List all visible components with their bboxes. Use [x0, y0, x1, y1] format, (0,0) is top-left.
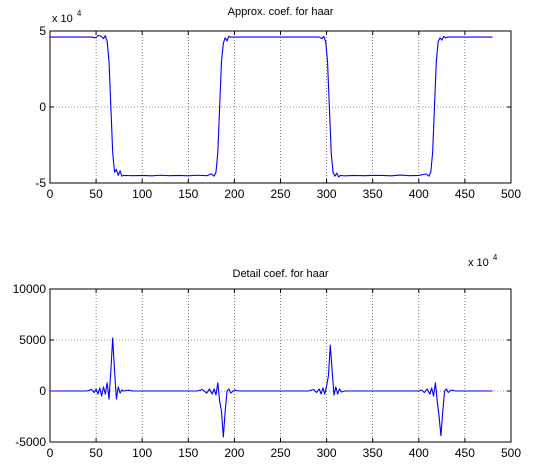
- approx-xtick-label-350: 350: [363, 187, 383, 201]
- detail-ytick-label-5000: 5000: [19, 333, 46, 347]
- detail-xtick-label-150: 150: [178, 446, 198, 460]
- detail-ytick-label-10000: 10000: [13, 282, 47, 296]
- detail-exponent-label: x 10 4: [468, 253, 498, 269]
- detail-xtick-label-50: 50: [89, 446, 103, 460]
- approx-xtick-label-0: 0: [47, 187, 54, 201]
- detail-ytick-label--5000: -5000: [15, 435, 46, 449]
- approx-ytick-label-0: 0: [39, 100, 46, 114]
- approx-xtick-label-50: 50: [89, 187, 103, 201]
- detail-ytick-labels: -5000 0 5000 10000: [13, 282, 47, 449]
- approx-xtick-label-250: 250: [270, 187, 290, 201]
- detail-series-line-0: [50, 337, 493, 438]
- approx-xtick-labels: 0 50 100 150 200 250 300 350 400 450 500: [47, 187, 522, 201]
- detail-exponent-base: x 10: [468, 257, 489, 269]
- approx-xtick-label-500: 500: [501, 187, 521, 201]
- approx-ytick-marks: [50, 30, 511, 184]
- detail-xtick-label-500: 500: [501, 446, 521, 460]
- approx-chart-title: Approx. coef. for haar: [228, 6, 334, 18]
- detail-axes-box: [49, 288, 512, 443]
- detail-xtick-label-350: 350: [363, 446, 383, 460]
- detail-xtick-labels: 0 50 100 150 200 250 300 350 400 450 500: [47, 446, 522, 460]
- detail-xtick-label-450: 450: [455, 446, 475, 460]
- detail-coef-axes: 0 50 100 150 200 250 300 350 400 450 500 -50000500…: [13, 253, 522, 460]
- approx-ytick-label--5: -5: [35, 176, 46, 190]
- approx-series-line-0: [50, 35, 493, 178]
- approx-exponent-power: 4: [77, 9, 82, 18]
- detail-xtick-label-0: 0: [47, 446, 54, 460]
- detail-ytick-label-0: 0: [39, 384, 46, 398]
- approx-xtick-label-450: 450: [455, 187, 475, 201]
- detail-xtick-label-200: 200: [224, 446, 244, 460]
- approx-xtick-label-400: 400: [409, 187, 429, 201]
- detail-xtick-label-250: 250: [270, 446, 290, 460]
- approx-ytick-labels: -5 0 5: [35, 24, 46, 190]
- approx-exponent-base: x 10: [52, 13, 73, 25]
- approx-xtick-label-300: 300: [317, 187, 337, 201]
- detail-xtick-label-400: 400: [409, 446, 429, 460]
- approx-coef-axes: 0 50 100 150 200 250 300 350 400 450 500 -505 Appr…: [35, 6, 521, 201]
- approx-xtick-marks: [49, 31, 512, 183]
- approx-xtick-label-200: 200: [224, 187, 244, 201]
- approx-xtick-label-100: 100: [132, 187, 152, 201]
- approx-xtick-label-150: 150: [178, 187, 198, 201]
- detail-exponent-power: 4: [493, 253, 498, 262]
- detail-xtick-marks: [49, 289, 512, 442]
- detail-xtick-label-100: 100: [132, 446, 152, 460]
- detail-xtick-label-300: 300: [317, 446, 337, 460]
- detail-series: [50, 337, 493, 438]
- detail-chart-title: Detail coef. for haar: [233, 268, 329, 280]
- approx-ytick-label-5: 5: [39, 24, 46, 38]
- approx-exponent-label: x 10 4: [52, 9, 82, 25]
- approx-series: [50, 35, 493, 178]
